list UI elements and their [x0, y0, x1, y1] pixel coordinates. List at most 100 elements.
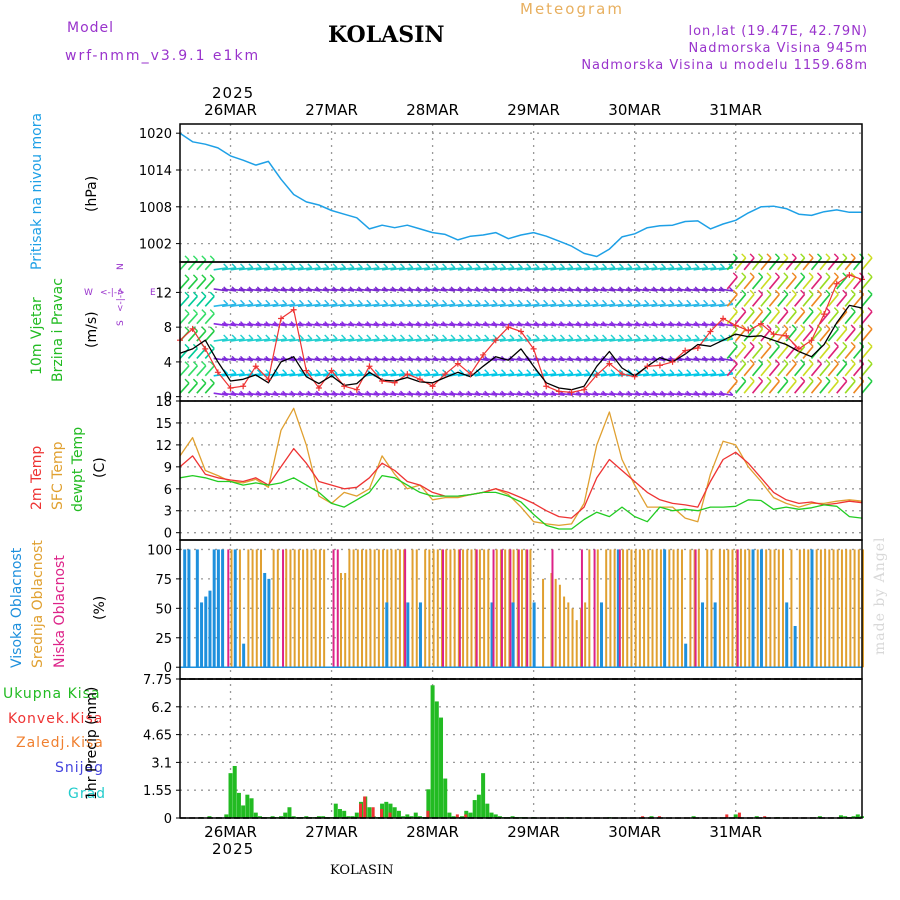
wind-barb	[373, 322, 388, 327]
wind-barb	[694, 334, 700, 340]
compass-e: E	[150, 288, 156, 298]
wind-barb	[766, 289, 772, 295]
wind-barb	[808, 289, 814, 295]
cloud-bar	[616, 549, 620, 668]
wind-barb	[323, 322, 338, 327]
cloud-bar	[466, 549, 469, 668]
wind-barb	[356, 373, 371, 377]
wind-barb	[374, 299, 380, 305]
wind-barbs	[179, 253, 873, 396]
wind-barb	[703, 299, 709, 305]
precip-bar	[283, 812, 288, 818]
wind-barb	[179, 313, 190, 325]
y-tick-label: 1002	[139, 238, 172, 253]
day-label-bottom: 29MAR	[507, 823, 560, 841]
y-tick-label: 1020	[139, 127, 172, 142]
cloud-bar	[853, 549, 856, 668]
precip-bar	[392, 807, 397, 818]
wind-barb	[777, 311, 789, 325]
wind-barb	[719, 369, 725, 375]
wind-barb	[204, 278, 215, 290]
wind-barb	[184, 274, 190, 280]
wind-barb	[290, 299, 296, 305]
wind-gust-marker	[391, 379, 398, 386]
cloud-bar	[369, 549, 372, 668]
cloud-bar	[701, 602, 705, 668]
wind-barb	[850, 376, 856, 382]
wind-barb	[534, 299, 540, 305]
wind-barb	[735, 276, 747, 290]
wind-gust-marker	[821, 311, 828, 318]
wind-barb	[710, 392, 725, 396]
precip-bar	[426, 789, 431, 818]
wind-barb	[844, 345, 856, 359]
precip-bar	[346, 816, 351, 818]
wind-gust-marker	[315, 384, 322, 391]
wind-barb	[449, 303, 464, 308]
wind-barb	[491, 322, 506, 327]
wind-barb	[609, 267, 624, 271]
wind-barb	[187, 382, 199, 394]
wind-barb	[559, 299, 565, 305]
wind-barb	[550, 288, 565, 292]
wind-barb	[238, 392, 254, 396]
wind-barb	[791, 272, 797, 278]
wind-barb	[491, 303, 506, 308]
wind-barb	[749, 376, 755, 382]
wind-barb	[482, 338, 498, 342]
wind-barb	[509, 369, 515, 375]
wind-gust-marker	[252, 363, 259, 370]
wind-barb	[415, 322, 430, 327]
wind-barb	[642, 338, 658, 342]
wind-barb	[196, 330, 207, 342]
wind-barb	[458, 299, 464, 305]
wind-barb	[694, 299, 700, 305]
wind-barb	[741, 359, 747, 365]
wind-barb	[741, 253, 747, 259]
wind-barb	[844, 328, 856, 342]
cloud-bar	[723, 549, 726, 668]
y-tick-label: 6	[164, 483, 172, 498]
cloud-bar	[282, 549, 285, 668]
wind-barb	[373, 373, 388, 377]
wind-barb	[592, 338, 607, 342]
wind-barb	[381, 322, 397, 327]
wind-barb	[248, 263, 254, 269]
precip-bar	[241, 805, 246, 818]
wind-barb	[499, 267, 515, 271]
wind-barb	[651, 357, 666, 362]
wind-barb	[783, 376, 789, 382]
wind-barb	[701, 267, 717, 271]
wind-gust-marker	[240, 383, 247, 390]
wind-barb	[617, 338, 632, 342]
cloud-bar	[390, 549, 393, 668]
wind-barb	[600, 303, 616, 308]
wind-barb	[651, 373, 666, 377]
y-tick-label: 4	[164, 356, 172, 371]
wind-barb	[184, 309, 190, 315]
wind-barb	[567, 338, 582, 342]
wind-barb	[701, 357, 717, 362]
wind-barb	[297, 303, 312, 308]
wind-barb	[466, 288, 481, 292]
wind-barb	[230, 373, 245, 377]
cloud-bar	[478, 549, 481, 668]
wind-barb	[508, 322, 523, 327]
wind-barb	[425, 299, 431, 305]
wind-gust-marker	[480, 351, 487, 358]
wind-barb	[685, 373, 700, 377]
cloud-bar	[394, 549, 397, 668]
wind-barb	[499, 288, 515, 292]
wind-barb	[602, 263, 608, 269]
wind-barb	[383, 263, 389, 269]
wind-barb	[466, 303, 481, 308]
wind-barb	[248, 334, 254, 340]
wind-barb	[324, 263, 330, 269]
wind-barb	[399, 263, 405, 269]
wind-barb	[201, 274, 207, 280]
cloud-bar	[272, 549, 275, 668]
wind-barb	[297, 357, 312, 362]
cloud-bar	[618, 549, 621, 668]
cloud-bar	[445, 549, 448, 668]
wind-barb	[407, 357, 422, 362]
